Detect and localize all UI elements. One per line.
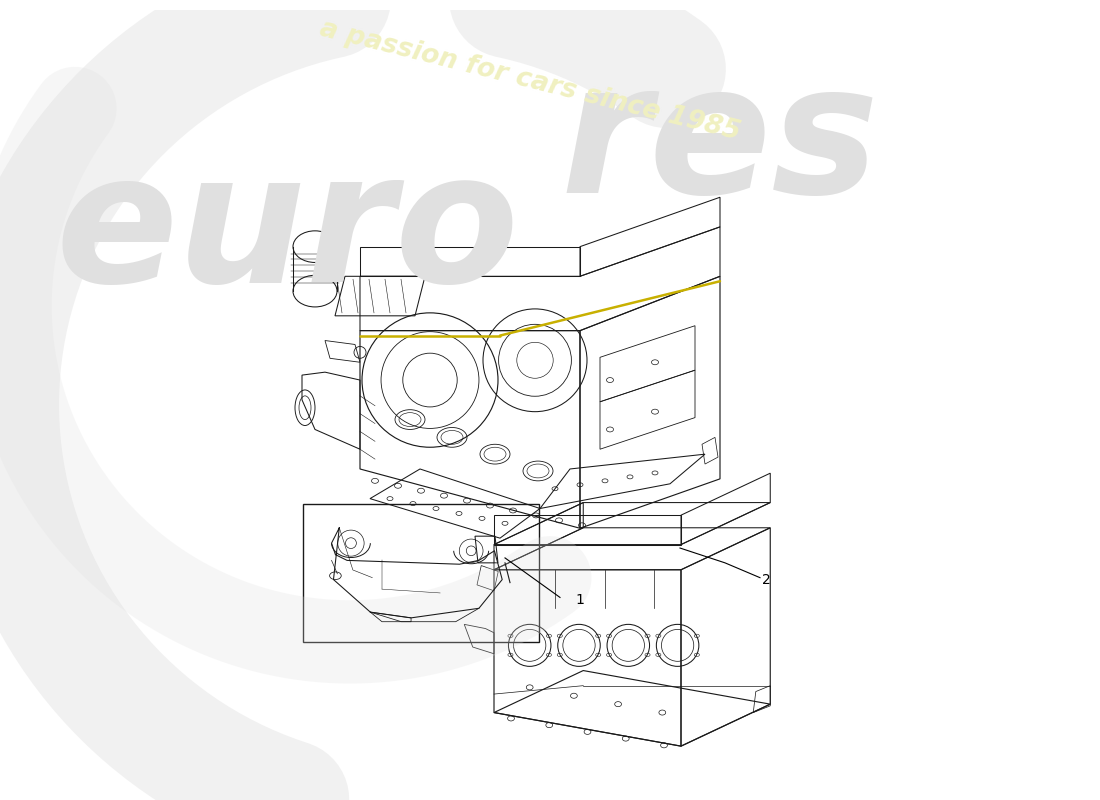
Text: a passion for cars since 1985: a passion for cars since 1985 — [317, 16, 742, 146]
Bar — [302, 503, 539, 642]
Text: 2: 2 — [762, 573, 771, 586]
Text: euro: euro — [55, 144, 519, 320]
Text: 1: 1 — [575, 594, 584, 607]
Text: res: res — [560, 55, 879, 231]
